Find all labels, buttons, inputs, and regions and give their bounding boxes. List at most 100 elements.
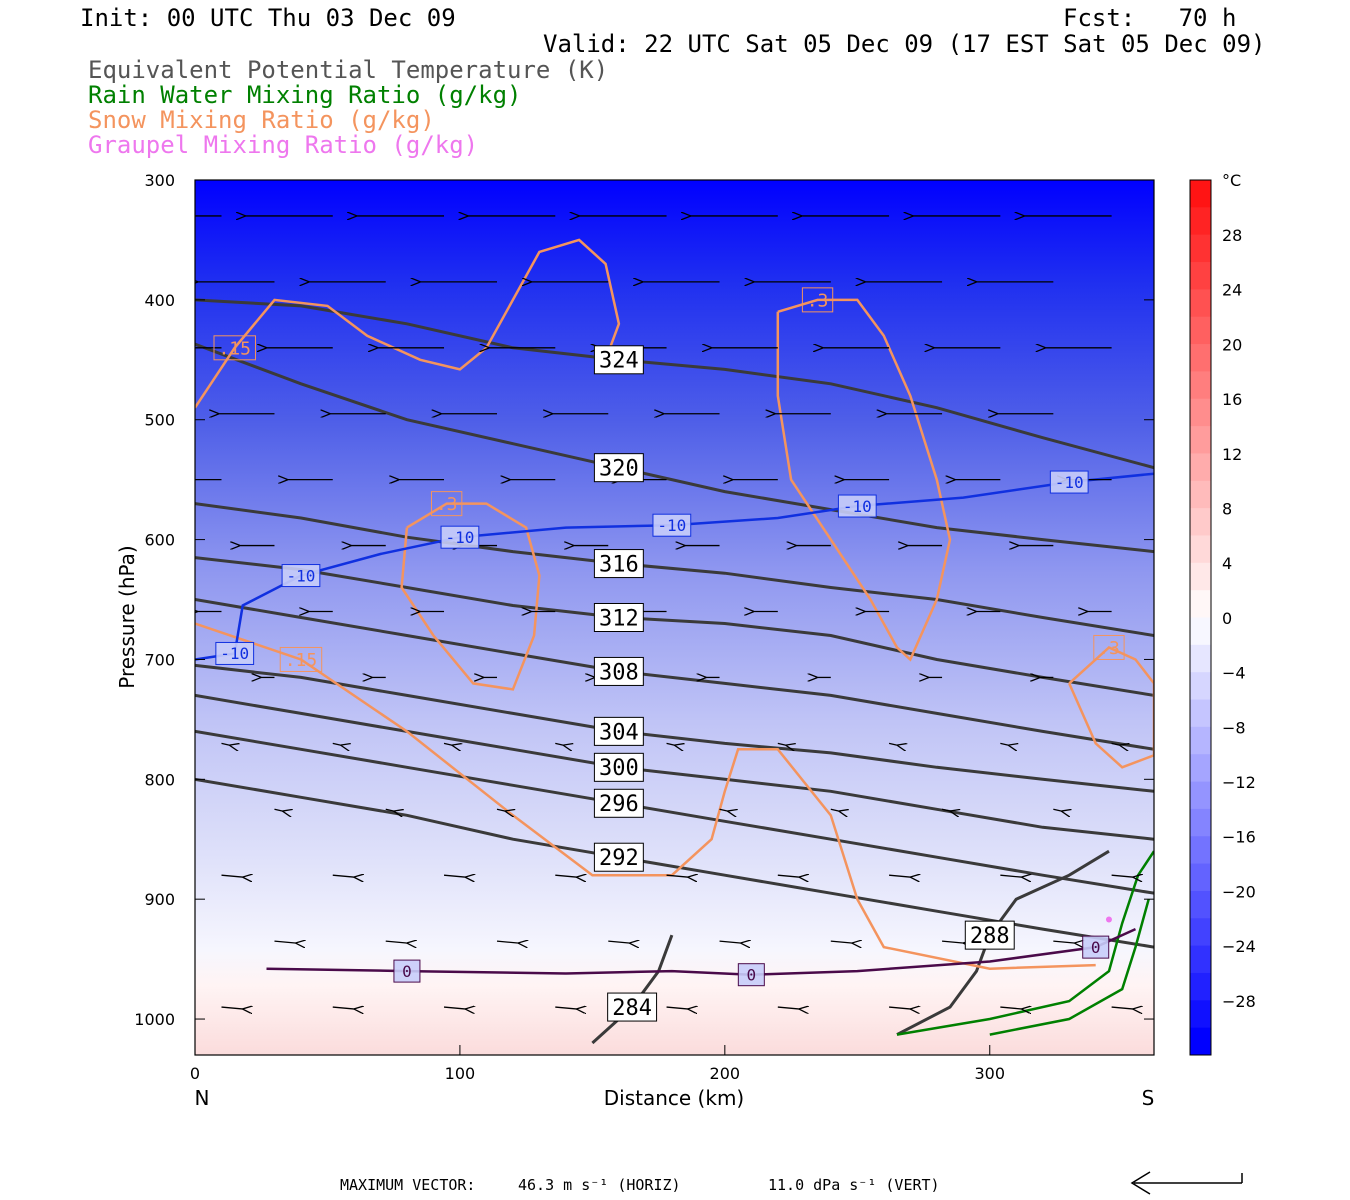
temp-label-1-4: 0 xyxy=(737,963,765,987)
colorbar-label-9: −8 xyxy=(1222,718,1246,737)
theta-e-label-320-1-box xyxy=(593,453,644,483)
theta-e-label-320-1: 320 xyxy=(593,453,644,483)
colorbar-swatch-5 xyxy=(1190,316,1211,345)
y-tick-label-900: 900 xyxy=(144,890,175,909)
colorbar-swatch-14 xyxy=(1190,562,1211,591)
wind-vector-98 xyxy=(719,941,742,943)
snow-label-1-box xyxy=(431,491,463,517)
wind-vector-87 xyxy=(443,875,466,877)
wind-vector-79 xyxy=(496,808,506,811)
theta-e-label-304-5-text: 304 xyxy=(599,720,639,745)
wind-vector-75 xyxy=(1000,742,1009,745)
field-label-theta-e: Equivalent Potential Temperature (K) xyxy=(88,56,609,84)
x-axis-label: Distance (km) xyxy=(604,1086,744,1110)
temp-label-0-11-text: -10 xyxy=(1055,473,1084,492)
temp-contour--10 xyxy=(195,472,1154,661)
colorbar-swatch-11 xyxy=(1190,480,1211,509)
temp-label-1-7: 0 xyxy=(1082,935,1110,959)
colorbar-swatch-13 xyxy=(1190,535,1211,564)
colorbar-swatch-4 xyxy=(1190,289,1211,318)
field-label-graupel: Graupel Mixing Ratio (g/kg) xyxy=(88,131,479,159)
max-vector-arrow xyxy=(1130,1171,1243,1195)
y-tick-label-1000: 1000 xyxy=(134,1010,175,1029)
x-end-label-south: S xyxy=(1142,1086,1155,1110)
max-vector-vert: 11.0 dPa s⁻¹ (VERT) xyxy=(768,1176,940,1194)
theta-e-label-324-0-box xyxy=(593,345,644,375)
field-label-snow: Snow Mixing Ratio (g/kg) xyxy=(88,106,435,134)
theta-e-label-320-1-text: 320 xyxy=(599,457,639,482)
wind-vector-74 xyxy=(888,742,898,745)
wind-vector-100 xyxy=(942,941,964,943)
wind-vector-107 xyxy=(777,1007,800,1009)
theta-e-label-296-7: 296 xyxy=(593,788,644,818)
wind-vector-70 xyxy=(443,742,453,745)
y-tick-label-500: 500 xyxy=(144,411,175,430)
colorbar-swatch-3 xyxy=(1190,262,1211,290)
colorbar-swatch-2 xyxy=(1190,234,1211,263)
colorbar-swatch-26 xyxy=(1190,890,1211,919)
wind-vector-86 xyxy=(332,875,355,877)
temp-label-0-3-text: -10 xyxy=(287,566,316,585)
theta-e-label-292-8-text: 292 xyxy=(599,846,639,871)
snow-contour-1 xyxy=(400,502,541,691)
wind-vector-110 xyxy=(1111,1007,1134,1009)
max-vector-label: MAXIMUM VECTOR: xyxy=(340,1176,476,1194)
snow-label-1: .3 xyxy=(431,491,463,517)
wind-vector-78 xyxy=(385,808,395,811)
wind-vector-69 xyxy=(332,742,342,745)
wind-vector-89 xyxy=(666,875,689,877)
theta-e-label-288-9-text: 288 xyxy=(970,924,1010,949)
temp-label-0-11: -10 xyxy=(1049,470,1089,494)
theta-e-contour-300 xyxy=(195,693,1154,841)
theta-e-label-308-4: 308 xyxy=(593,656,644,686)
wind-vector-91 xyxy=(889,875,911,877)
temp-label-0-7-text: -10 xyxy=(657,516,686,535)
theta-e-label-312-3-text: 312 xyxy=(599,606,639,631)
colorbar-label-0: 28 xyxy=(1222,226,1242,245)
y-axis-label: Pressure (hPa) xyxy=(115,545,139,688)
colorbar-label-12: −20 xyxy=(1222,882,1256,901)
temp-label-0-7: -10 xyxy=(652,513,692,537)
y-tick-label-600: 600 xyxy=(144,531,175,550)
x-tick-label-300: 300 xyxy=(974,1064,1005,1083)
wind-vector-84 xyxy=(1053,808,1062,811)
theta-e-label-324-0-text: 324 xyxy=(599,349,639,374)
snow-label-2: .15 xyxy=(279,646,323,672)
colorbar-swatch-20 xyxy=(1190,726,1211,755)
wind-vector-88 xyxy=(555,875,577,877)
wind-vector-106 xyxy=(666,1007,689,1009)
theta-e-label-284-10: 284 xyxy=(607,992,658,1022)
y-tick-label-800: 800 xyxy=(144,770,175,789)
theta-e-label-300-6-text: 300 xyxy=(599,756,639,781)
colorbar-label-6: 4 xyxy=(1222,554,1232,573)
wind-vector-95 xyxy=(385,941,408,943)
wind-vector-103 xyxy=(332,1007,355,1009)
theta-e-contour-320 xyxy=(195,342,1154,554)
colorbar-label-7: 0 xyxy=(1222,609,1232,628)
colorbar-swatch-16 xyxy=(1190,617,1211,646)
colorbar-swatch-6 xyxy=(1190,344,1211,372)
temp-label-0-1-box xyxy=(215,641,255,665)
snow-label-1-text: .3 xyxy=(436,494,458,515)
theta-e-contour-292 xyxy=(195,777,1154,949)
colorbar-label-2: 20 xyxy=(1222,335,1242,354)
colorbar-swatch-1 xyxy=(1190,207,1211,236)
snow-label-3-text: .3 xyxy=(807,290,829,311)
theta-e-label-312-3: 312 xyxy=(593,603,644,632)
wind-vector-108 xyxy=(889,1007,911,1009)
y-tick-label-300: 300 xyxy=(144,171,175,190)
wind-vector-90 xyxy=(777,875,800,877)
snow-label-4-text: .3 xyxy=(1098,638,1120,659)
wind-vector-104 xyxy=(443,1007,466,1009)
temp-label-0-9-box xyxy=(837,494,877,518)
temp-label-0-5-box xyxy=(440,525,480,549)
wind-vector-81 xyxy=(719,808,729,811)
colorbar-swatch-21 xyxy=(1190,754,1211,783)
colorbar-swatch-29 xyxy=(1190,972,1211,1001)
theta-e-label-316-2-box xyxy=(593,549,644,579)
theta-e-label-304-5-box xyxy=(593,716,644,746)
temp-label-0-11-box xyxy=(1049,470,1089,494)
snow-label-2-text: .15 xyxy=(285,650,318,671)
temp-label-0-7-box xyxy=(652,513,692,537)
colorbar-unit: °C xyxy=(1222,171,1241,190)
